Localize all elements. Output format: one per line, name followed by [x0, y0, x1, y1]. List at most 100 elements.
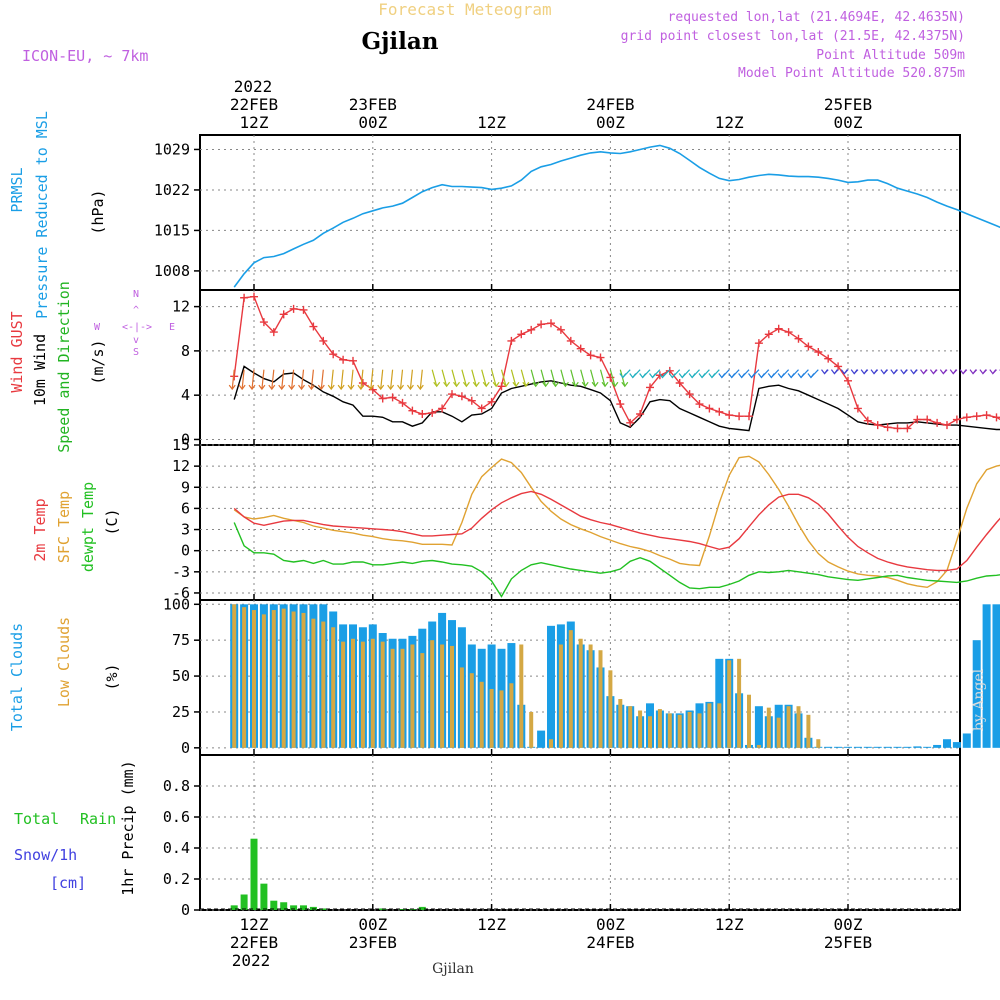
- gust-marker: [537, 320, 546, 329]
- wind-arrowhead: [298, 384, 306, 391]
- gust-marker: [467, 396, 476, 405]
- wind-10m-label: 10m Wind: [31, 334, 49, 406]
- wind-arrowhead: [649, 373, 657, 379]
- y-tick-label: 3: [181, 521, 190, 539]
- wind-arrowhead: [959, 369, 967, 375]
- snow-unit-label: [cm]: [50, 874, 86, 892]
- wind-arrow: [560, 369, 566, 387]
- wind-arrowhead: [850, 369, 858, 375]
- wind-arrowhead: [453, 381, 460, 388]
- year-top: 2022: [234, 77, 273, 96]
- top-day-label: 24FEB: [586, 95, 634, 114]
- y-tick-label: -6: [172, 584, 190, 602]
- gust-marker: [913, 415, 922, 424]
- low-cloud-bar: [450, 645, 454, 748]
- wind-arrowhead: [939, 369, 947, 375]
- y-tick-label: 75: [172, 631, 190, 649]
- pressure-label-a: PRMSL: [8, 167, 26, 212]
- y-tick-label: 12: [172, 457, 190, 475]
- gust-marker: [943, 421, 951, 430]
- wind-gust-label: Wind GUST: [8, 311, 26, 392]
- total-cloud-bar: [537, 730, 546, 748]
- rain-bar: [270, 900, 278, 910]
- gust-marker: [754, 339, 763, 348]
- wind-arrow: [310, 369, 314, 390]
- wind-arrowhead: [357, 384, 365, 391]
- total-cloud-bar: [923, 746, 932, 748]
- gust-marker: [972, 412, 981, 421]
- y-tick-label: 8: [181, 342, 190, 360]
- gust-marker: [527, 325, 536, 334]
- wind-panel: [228, 292, 1000, 433]
- compass-arrow-down: v: [133, 335, 139, 346]
- gust-marker: [438, 404, 447, 413]
- bottom-day-label: 25FEB: [824, 933, 872, 952]
- wind-arrowhead: [238, 384, 246, 391]
- top-time-label: 12Z: [477, 113, 506, 132]
- gust-marker: [556, 325, 565, 334]
- wind-arrow: [251, 369, 255, 390]
- gust-marker: [457, 392, 466, 401]
- gust-marker: [893, 424, 902, 433]
- low-cloud-bar: [588, 644, 593, 748]
- gust-marker: [418, 410, 427, 418]
- gust-marker: [863, 416, 872, 425]
- low-cloud-bar: [351, 638, 355, 748]
- gust-marker: [566, 336, 575, 345]
- low-cloud-bar: [459, 667, 464, 748]
- product-title: Forecast Meteogram: [378, 0, 551, 19]
- wind-arrow: [471, 369, 477, 387]
- y-tick-label: -3: [172, 563, 190, 581]
- wind-arrowhead: [258, 384, 266, 391]
- gust-marker: [319, 336, 328, 345]
- wind-arrow: [231, 369, 235, 390]
- gust-marker: [289, 304, 298, 313]
- low-cloud-bar: [648, 716, 652, 748]
- low-cloud-bar: [806, 714, 811, 748]
- low-cloud-bar: [756, 744, 761, 748]
- gust-marker: [982, 411, 991, 420]
- wind-arrowhead: [571, 381, 579, 388]
- wind-arrowhead: [797, 373, 805, 379]
- wind-arrow: [419, 369, 423, 390]
- rain-label-b: Rain: [80, 810, 116, 828]
- gust-marker: [745, 412, 753, 421]
- low-cloud-bar: [341, 641, 346, 748]
- low-cloud-bar: [380, 641, 385, 748]
- wind-arrow: [300, 369, 305, 390]
- wind-arrowhead: [492, 381, 500, 388]
- gust-marker: [873, 421, 882, 430]
- total-cloud-bar: [824, 746, 833, 748]
- wind-arrowhead: [688, 373, 696, 379]
- low-cloud-bar: [766, 707, 771, 748]
- gust-marker: [626, 418, 635, 427]
- low-cloud-bar: [271, 610, 276, 748]
- total-cloud-bar: [913, 746, 922, 748]
- gust-marker: [784, 328, 793, 337]
- sfc-temp-line: [233, 455, 1000, 589]
- gust-marker: [952, 415, 961, 424]
- bottom-time-label: 00Z: [358, 915, 387, 934]
- year-bottom: 2022: [232, 951, 271, 970]
- gust-marker: [477, 404, 486, 413]
- gust-marker: [339, 355, 348, 364]
- wind-arrowhead: [658, 373, 666, 379]
- clouds-low-label: Low Clouds: [55, 617, 73, 707]
- compass-n: N: [133, 289, 139, 300]
- y-tick-label: 4: [181, 386, 190, 404]
- gust-marker: [992, 413, 1000, 422]
- low-cloud-bar: [549, 739, 553, 748]
- wind-arrowhead: [698, 373, 706, 379]
- gust-marker: [675, 379, 684, 387]
- y-tick-label: 15: [172, 436, 190, 454]
- wind-arrow: [570, 369, 576, 387]
- wind-arrowhead: [552, 381, 559, 388]
- y-tick-label: 6: [181, 499, 190, 517]
- top-time-label: 00Z: [596, 113, 625, 132]
- wind-arrowhead: [619, 373, 627, 379]
- bottom-time-label: 00Z: [596, 915, 625, 934]
- y-tick-label: 0.2: [163, 870, 190, 888]
- wind-arrow: [409, 369, 413, 390]
